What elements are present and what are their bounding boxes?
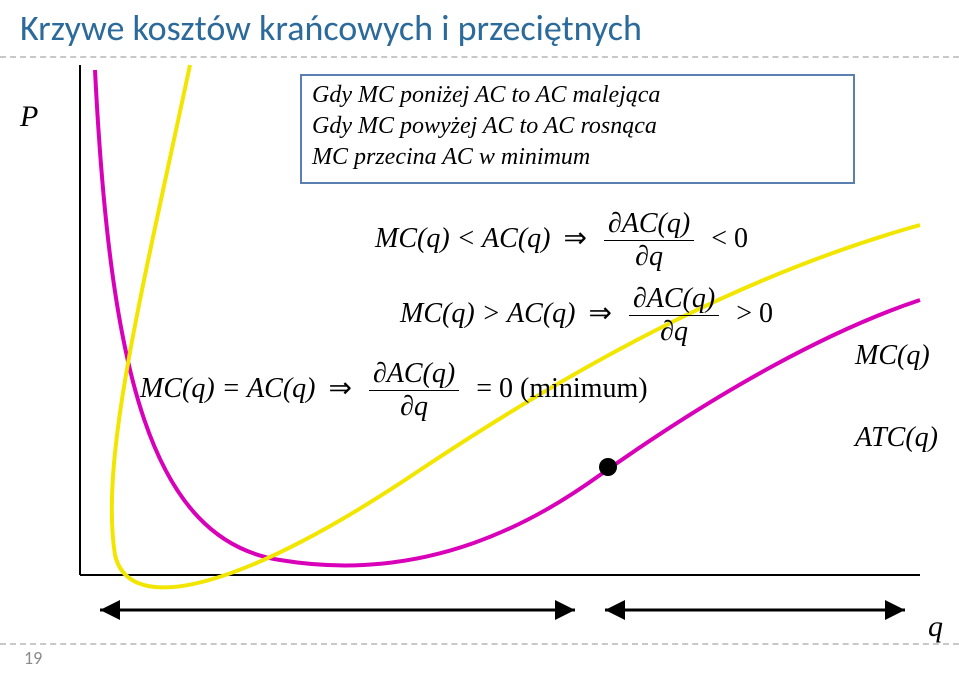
formula-eq-lhs: MC(q) = AC(q) [140,373,315,404]
range-arrow-left [100,600,575,620]
y-axis-label: P [20,100,38,134]
formula-gt-lhs: MC(q) > AC(q) [400,298,575,329]
intersection-point [599,458,617,476]
formula-eq-rhs: = 0 (minimum) [470,373,653,404]
formula-lt-lhs: MC(q) < AC(q) [375,223,550,254]
fraction-eq: ∂AC(q) ∂q [369,360,459,421]
footer-line [0,643,959,645]
formula-lt: MC(q) < AC(q) ⇒ ∂AC(q) ∂q < 0 [375,210,754,271]
formula-lt-rhs: < 0 [705,223,754,254]
page-number: 19 [24,647,42,669]
info-box: Gdy MC poniżej AC to AC malejąca Gdy MC … [300,74,855,184]
info-line-1: Gdy MC poniżej AC to AC malejąca [312,80,843,111]
range-arrow-right [605,600,905,620]
arrow-icon: ⇒ [557,223,592,254]
formula-eq: MC(q) = AC(q) ⇒ ∂AC(q) ∂q = 0 (minimum) [140,360,654,421]
formula-gt: MC(q) > AC(q) ⇒ ∂AC(q) ∂q > 0 [400,285,779,346]
x-axis-label: q [928,610,943,644]
mc-curve-label: MC(q) [855,340,930,372]
info-line-2: Gdy MC powyżej AC to AC rosnąca [312,111,843,142]
info-line-3: MC przecina AC w minimum [312,142,843,173]
fraction-lt: ∂AC(q) ∂q [604,210,694,271]
arrow-icon: ⇒ [582,298,617,329]
formula-gt-rhs: > 0 [730,298,779,329]
atc-curve-label: ATC(q) [855,422,938,454]
arrow-icon: ⇒ [322,373,357,404]
fraction-gt: ∂AC(q) ∂q [629,285,719,346]
